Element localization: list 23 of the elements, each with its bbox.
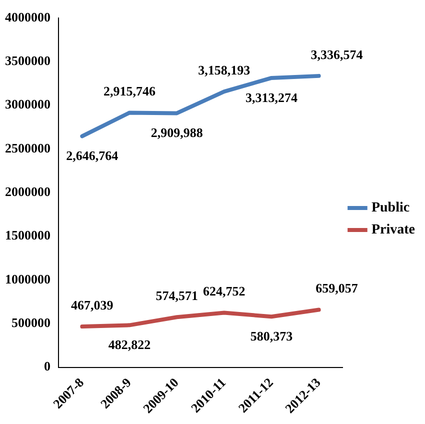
- y-tick-label: 3500000: [5, 53, 50, 68]
- y-tick-label: 4000000: [5, 9, 50, 24]
- y-tick-label: 0: [44, 358, 50, 374]
- y-tick-label: 1500000: [5, 228, 50, 243]
- y-tick-label: 3000000: [5, 96, 50, 112]
- legend-label: Public: [371, 200, 410, 216]
- y-tick-label: 500000: [12, 315, 50, 330]
- data-label: 580,373: [250, 328, 294, 344]
- data-label: 574,571: [156, 288, 198, 304]
- data-label: 467,039: [71, 297, 114, 312]
- data-label: 2,646,764: [66, 148, 119, 164]
- data-label: 3,336,574: [310, 46, 364, 62]
- legend-label: Private: [371, 222, 415, 238]
- data-label: 2,915,746: [103, 84, 156, 99]
- data-label: 659,057: [316, 280, 358, 296]
- y-tick-label: 2000000: [5, 184, 50, 200]
- data-label: 3,313,274: [245, 90, 298, 105]
- data-label: 482,822: [108, 337, 151, 352]
- data-label: 2,909,988: [150, 125, 204, 140]
- y-tick-label: 2500000: [5, 140, 50, 156]
- data-label: 624,752: [203, 284, 246, 299]
- data-label: 3,158,193: [198, 62, 251, 78]
- y-tick-label: 1000000: [5, 271, 50, 286]
